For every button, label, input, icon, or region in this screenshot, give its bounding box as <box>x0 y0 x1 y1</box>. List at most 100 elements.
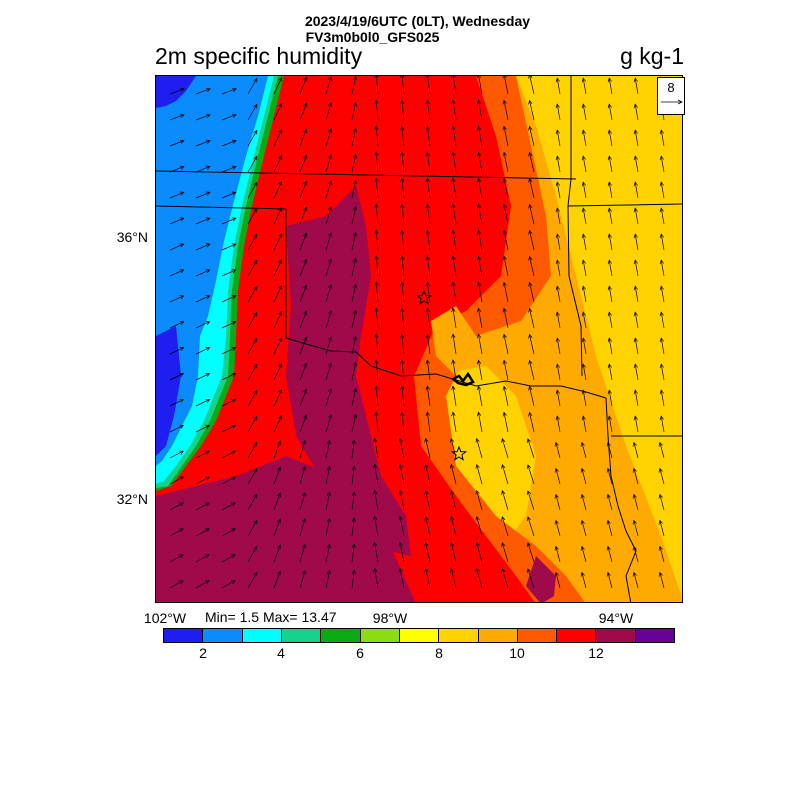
wind-vector <box>529 386 535 407</box>
wind-vector <box>399 490 405 511</box>
wind-vector-head <box>476 411 482 417</box>
wind-vector-head <box>580 519 585 525</box>
wind-vector <box>478 126 483 147</box>
wind-vector <box>503 256 509 277</box>
wind-vector-head <box>353 231 358 237</box>
wind-vector <box>351 128 357 147</box>
wind-vector <box>581 468 587 485</box>
wind-vector-head <box>451 385 456 391</box>
wind-vector <box>374 568 379 589</box>
wind-vector-head <box>607 389 612 395</box>
wind-vector-head <box>555 259 560 265</box>
wind-vector <box>582 208 587 225</box>
wind-vector <box>351 440 355 459</box>
wind-vector-head <box>253 181 258 187</box>
wind-vector-head <box>372 567 378 573</box>
wind-vector <box>582 234 587 251</box>
wind-vector <box>634 286 639 303</box>
wind-vector-head <box>374 203 379 208</box>
wind-vector-head <box>425 177 430 183</box>
wind-vector <box>273 363 283 381</box>
wind-vector-head <box>303 310 308 316</box>
wind-vector-head <box>528 177 533 183</box>
colorbar-tick-label: 10 <box>509 645 525 661</box>
wind-vector-head <box>555 77 560 83</box>
wind-vector <box>273 389 283 407</box>
wind-vector <box>582 286 587 303</box>
wind-vector-head <box>303 284 308 290</box>
wind-vector <box>633 494 639 511</box>
wind-vector-head <box>528 359 533 365</box>
wind-vector-head <box>303 206 308 212</box>
wind-vector <box>299 129 307 147</box>
colorbar-swatch <box>399 629 440 642</box>
wind-vector-head <box>476 333 482 339</box>
wind-vector-head <box>231 217 237 222</box>
wind-vector <box>195 528 210 537</box>
wind-vector-head <box>303 154 308 160</box>
wind-vector <box>503 230 509 251</box>
wind-vector-head <box>353 76 358 81</box>
wind-vector <box>452 282 457 303</box>
wind-vector-head <box>372 515 378 521</box>
colorbar-swatch <box>360 629 400 642</box>
wind-vector-head <box>607 103 612 109</box>
wind-vector <box>501 438 509 459</box>
wind-vector <box>529 152 535 173</box>
wind-vector-head <box>278 414 283 420</box>
lon-label-98: 98°W <box>372 610 408 626</box>
wind-vector <box>426 100 431 121</box>
wind-vector-head <box>502 99 507 105</box>
wind-vector-head <box>526 438 531 443</box>
units-label: g kg-1 <box>620 43 684 69</box>
wind-vector <box>221 528 236 537</box>
wind-vector-head <box>231 528 236 533</box>
wind-vector-head <box>424 463 429 469</box>
wind-vector <box>527 464 535 485</box>
wind-vector-head <box>633 103 638 109</box>
wind-vector <box>634 416 639 433</box>
wind-vector <box>426 230 431 251</box>
wind-vector <box>195 424 210 433</box>
colorbar-swatch <box>439 629 479 642</box>
wind-vector <box>452 386 457 407</box>
wind-vector-head <box>425 359 430 365</box>
wind-vector <box>452 256 457 277</box>
wind-vector <box>529 360 535 381</box>
wind-vector <box>607 494 613 511</box>
wind-vector-head <box>425 203 430 209</box>
wind-vector <box>452 230 457 251</box>
wind-vector <box>527 438 535 459</box>
lon-label-102: 102°W <box>143 610 187 626</box>
wind-vector <box>299 285 307 303</box>
wind-vector-head <box>501 542 506 547</box>
wind-vector <box>195 347 210 355</box>
wind-vector-head <box>424 437 429 443</box>
wind-vector-head <box>374 99 379 104</box>
wind-vector <box>527 516 535 537</box>
variable-title: 2m specific humidity <box>155 43 363 69</box>
wind-vector-head <box>205 554 210 559</box>
wind-vector-head <box>501 568 506 573</box>
wind-vector <box>608 130 613 147</box>
wind-vector <box>221 373 236 381</box>
wind-vector <box>247 520 258 537</box>
wind-vector <box>478 360 483 381</box>
wind-vector <box>401 152 405 173</box>
wind-vector <box>607 572 613 589</box>
wind-vector-head <box>328 232 333 237</box>
wind-vector-head <box>374 125 379 130</box>
wind-vector-head <box>353 127 358 133</box>
wind-vector-head <box>253 77 258 83</box>
wind-vector-head <box>398 515 403 521</box>
wind-vector <box>608 104 613 121</box>
wind-vector <box>427 76 431 95</box>
wind-vector-head <box>231 321 237 326</box>
wind-vector <box>476 568 483 589</box>
wind-vector-head <box>278 180 283 186</box>
wind-vector <box>325 76 332 95</box>
wind-vector-head <box>659 337 664 343</box>
wind-vector <box>401 360 405 381</box>
wind-vector <box>608 286 613 303</box>
wind-vector-head <box>278 102 283 108</box>
